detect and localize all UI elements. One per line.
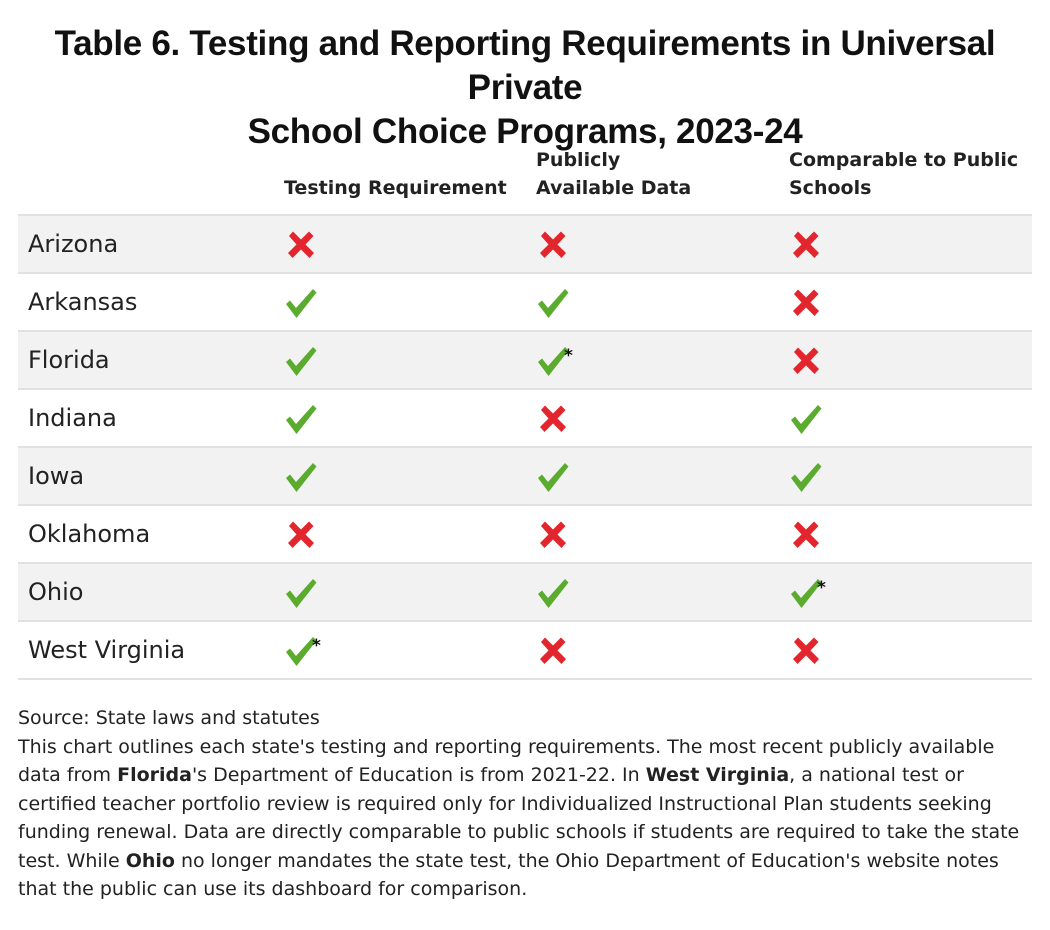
cross-icon-publicly-available-data xyxy=(536,518,578,552)
column-header-line: Publicly xyxy=(536,149,621,171)
column-header-testing-requirement: Testing Requirement xyxy=(284,174,507,202)
check-icon-testing-requirement xyxy=(284,344,326,378)
check-icon-publicly-available-data: * xyxy=(536,344,578,378)
check-icon-testing-requirement xyxy=(284,460,326,494)
table-row: Indiana xyxy=(18,390,1032,448)
cross-icon-testing-requirement xyxy=(284,518,326,552)
note-florida: Florida xyxy=(117,764,192,786)
table-body: Arizona Arkansas Florida * Indiana Iowa Oklaho… xyxy=(18,216,1032,680)
check-icon-publicly-available-data xyxy=(536,286,578,320)
check-icon-testing-requirement: * xyxy=(284,634,326,668)
footnote-asterisk: * xyxy=(817,578,826,598)
column-header-comparable-to-public-schools: Comparable to Public Schools xyxy=(789,146,1018,202)
table-row: Iowa xyxy=(18,448,1032,506)
state-name: Florida xyxy=(28,346,110,374)
state-name: Indiana xyxy=(28,404,117,432)
column-header-line: Available Data xyxy=(536,177,692,199)
cross-icon-comparable-to-public-schools xyxy=(789,634,831,668)
check-icon-publicly-available-data xyxy=(536,576,578,610)
note-text: 's Department of Education is from 2021-… xyxy=(191,764,646,786)
table-row: Arizona xyxy=(18,216,1032,274)
table-notes: Source: State laws and statutes This cha… xyxy=(18,704,1032,904)
footnote-asterisk: * xyxy=(312,636,321,656)
note-text: This chart outlines each state's testing… xyxy=(18,735,995,787)
cross-icon-comparable-to-public-schools xyxy=(789,286,831,320)
column-header-publicly-available-data: Publicly Available Data xyxy=(536,146,691,202)
state-name: Arizona xyxy=(28,230,119,258)
table-row: Arkansas xyxy=(18,274,1032,332)
table-title: Table 6. Testing and Reporting Requireme… xyxy=(0,22,1050,154)
table-row: Florida * xyxy=(18,332,1032,390)
table-header: Testing Requirement Publicly Available D… xyxy=(18,142,1032,216)
note-text: , a national test or certified teacher p… xyxy=(18,764,1020,872)
check-icon-publicly-available-data xyxy=(536,460,578,494)
state-name: Ohio xyxy=(28,578,84,606)
check-icon-comparable-to-public-schools xyxy=(789,460,831,494)
note-west-virginia: West Virginia xyxy=(645,764,790,786)
source-note: Source: State laws and statutes xyxy=(18,707,320,729)
cross-icon-comparable-to-public-schools xyxy=(789,228,831,262)
requirements-table: Testing Requirement Publicly Available D… xyxy=(18,142,1032,680)
cross-icon-comparable-to-public-schools xyxy=(789,518,831,552)
table-row: Oklahoma xyxy=(18,506,1032,564)
cross-icon-testing-requirement xyxy=(284,228,326,262)
table-row: West Virginia * xyxy=(18,622,1032,680)
state-name: Oklahoma xyxy=(28,520,151,548)
check-icon-testing-requirement xyxy=(284,576,326,610)
cross-icon-publicly-available-data xyxy=(536,634,578,668)
state-name: Arkansas xyxy=(28,288,138,316)
state-name: West Virginia xyxy=(28,636,186,664)
table-row: Ohio * xyxy=(18,564,1032,622)
state-name: Iowa xyxy=(28,462,85,490)
check-icon-comparable-to-public-schools xyxy=(789,402,831,436)
column-header-line: Schools xyxy=(789,177,872,199)
note-ohio: Ohio xyxy=(125,849,175,872)
note-text: no longer mandates the state test, the O… xyxy=(18,849,999,901)
check-icon-testing-requirement xyxy=(284,402,326,436)
table-title-line-2: School Choice Programs, 2023-24 xyxy=(247,112,803,151)
cross-icon-publicly-available-data xyxy=(536,228,578,262)
footnote-asterisk: * xyxy=(564,346,573,366)
column-header-line: Comparable to Public xyxy=(789,149,1019,171)
cross-icon-comparable-to-public-schools xyxy=(789,344,831,378)
explanatory-note: This chart outlines each state's testing… xyxy=(18,733,1032,904)
cross-icon-publicly-available-data xyxy=(536,402,578,436)
table-title-line-1: Table 6. Testing and Reporting Requireme… xyxy=(54,24,996,107)
check-icon-testing-requirement xyxy=(284,286,326,320)
column-header-line: Testing Requirement xyxy=(284,177,507,199)
check-icon-comparable-to-public-schools: * xyxy=(789,576,831,610)
